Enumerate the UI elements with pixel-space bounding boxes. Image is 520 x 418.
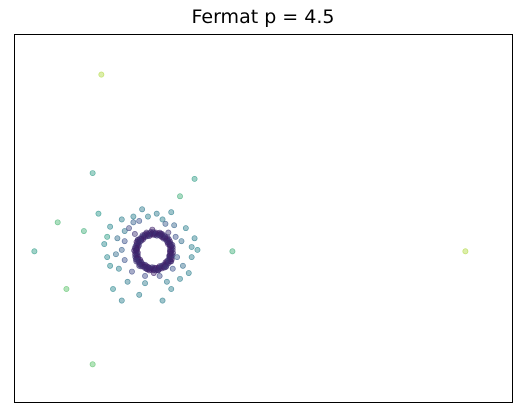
scatter-point — [136, 217, 143, 224]
chart-title: Fermat p = 4.5 — [191, 6, 335, 28]
scatter-point — [159, 216, 166, 223]
scatter-point — [153, 210, 160, 217]
scatter-point — [133, 246, 140, 253]
scatter-point — [145, 213, 151, 220]
scatter-point — [166, 241, 173, 247]
scatter-point — [118, 216, 125, 223]
scatter-point — [107, 223, 114, 230]
scatter-point — [89, 170, 96, 176]
scatter-point — [145, 264, 151, 271]
scatter-point — [149, 226, 156, 233]
scatter-point — [229, 248, 236, 255]
scatter-point — [168, 209, 175, 216]
scatter-point — [150, 270, 157, 276]
scatter-point — [177, 275, 183, 282]
scatter-point — [121, 257, 128, 263]
scatter-point — [188, 244, 195, 250]
scatter-point — [178, 238, 185, 245]
scatter-point — [131, 231, 138, 237]
scatter-point — [168, 286, 175, 292]
scatter-point — [194, 246, 201, 253]
scatter-point — [121, 238, 128, 245]
scatter-point — [158, 231, 164, 237]
scatter-point — [63, 286, 70, 292]
points-layer — [31, 71, 469, 368]
scatter-point — [166, 252, 173, 259]
scatter-point — [31, 248, 38, 255]
scatter-point — [101, 241, 108, 247]
scatter-point — [110, 286, 116, 292]
scatter-point — [115, 265, 122, 272]
scatter-point — [168, 258, 175, 265]
scatter-point — [136, 262, 143, 269]
scatter-point — [159, 297, 166, 304]
scatter-point — [188, 254, 195, 261]
scatter-point — [113, 251, 119, 258]
scatter-point — [134, 236, 141, 243]
scatter-point — [155, 267, 162, 274]
scatter-point — [54, 219, 61, 226]
scatter-point — [182, 225, 189, 232]
scatter-point — [172, 233, 179, 240]
scatter-point — [185, 270, 192, 276]
scatter-point — [126, 225, 132, 232]
scatter-point — [180, 262, 186, 269]
scatter-point — [462, 248, 469, 255]
scatter-point — [142, 280, 148, 287]
scatter-point — [139, 206, 146, 213]
scatter-point — [133, 258, 140, 265]
scatter-point — [121, 228, 128, 234]
scatter-point — [177, 193, 183, 200]
scatter-point — [136, 291, 143, 298]
scatter-point — [165, 229, 172, 236]
scatter-point — [129, 268, 135, 275]
scatter-point — [118, 297, 125, 304]
scatter-point — [118, 246, 125, 253]
scatter-point — [130, 219, 137, 226]
scatter-point — [191, 235, 198, 242]
scatter-point — [104, 233, 111, 240]
scatter-point — [107, 262, 114, 269]
scatter-point — [162, 220, 169, 227]
scatter-point — [114, 235, 121, 242]
scatter-point — [143, 229, 150, 236]
scatter-point — [124, 278, 131, 285]
scatter-point — [104, 254, 111, 261]
scatter-point — [156, 273, 163, 279]
scatter-point — [169, 265, 176, 272]
scatter-point — [95, 210, 102, 217]
scatter-point — [191, 175, 198, 182]
plot-frame — [14, 34, 513, 403]
scatter-point — [98, 71, 105, 78]
scatter-point — [89, 361, 96, 368]
scatter-point — [142, 273, 148, 279]
scatter-point — [163, 278, 170, 285]
scatter-point — [80, 228, 87, 234]
scatter-point — [130, 213, 137, 220]
scatter-point — [174, 254, 180, 261]
scatter-point — [162, 264, 169, 271]
scatter-point — [171, 222, 178, 229]
